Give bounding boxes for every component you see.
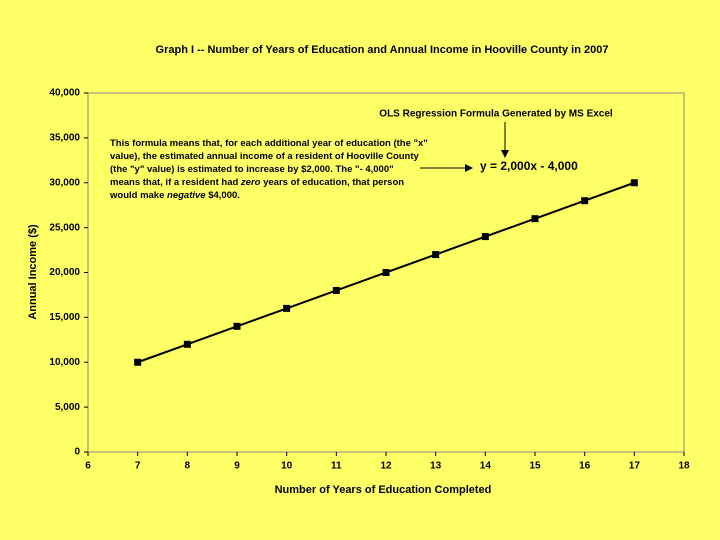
text: This formula means that, for each additi… (110, 138, 428, 149)
explanation-line: value), the estimated annual income of a… (110, 151, 420, 162)
x-tick-label: 16 (579, 461, 591, 472)
explanation-line: (the "y" value) is estimated to increase… (110, 164, 394, 175)
y-tick-label: 40,000 (49, 88, 80, 99)
point (134, 358, 142, 366)
y-tick-label: 0 (74, 447, 80, 458)
x-tick-label: 12 (380, 461, 392, 472)
x-tick-label: 14 (480, 461, 492, 472)
x-tick-label: 8 (185, 461, 191, 472)
text: negative (167, 190, 206, 201)
point (581, 197, 589, 205)
explanation-line: would make negative $4,000. (109, 190, 240, 201)
y-tick-label: 15,000 (49, 312, 80, 323)
explanation-line: This formula means that, for each additi… (110, 138, 428, 149)
point (531, 215, 539, 223)
x-axis-title: Number of Years of Education Completed (275, 484, 492, 496)
text: years of education, that person (260, 177, 404, 188)
text: $4,000. (206, 190, 240, 201)
point (283, 304, 291, 312)
x-tick-label: 13 (430, 461, 442, 472)
arrow-head (501, 150, 509, 158)
chart-title: Graph I -- Number of Years of Education … (156, 44, 609, 56)
source-note: OLS Regression Formula Generated by MS E… (379, 109, 613, 120)
y-tick-label: 5,000 (55, 402, 80, 413)
y-tick-label: 10,000 (49, 357, 80, 368)
point (432, 251, 440, 259)
y-tick-label: 20,000 (49, 267, 80, 278)
point (630, 179, 638, 187)
point (233, 322, 241, 330)
point (183, 340, 191, 348)
y-tick-label: 25,000 (49, 222, 80, 233)
text: would make (109, 190, 167, 201)
text: zero (240, 177, 261, 188)
x-tick-label: 11 (331, 461, 342, 472)
x-tick-label: 10 (281, 461, 293, 472)
point (332, 286, 340, 294)
y-tick-label: 30,000 (49, 177, 80, 188)
x-tick-label: 6 (85, 461, 91, 472)
x-tick-label: 18 (678, 461, 690, 472)
text: (the "y" value) is estimated to increase… (110, 164, 394, 175)
point (481, 233, 489, 241)
x-tick-label: 7 (135, 461, 141, 472)
y-tick-label: 35,000 (49, 133, 80, 144)
text: value), the estimated annual income of a… (110, 151, 420, 162)
arrow-head (465, 164, 473, 172)
equation: y = 2,000x - 4,000 (480, 159, 578, 173)
text: means that, if a resident had (110, 177, 241, 188)
x-tick-label: 17 (629, 461, 641, 472)
point (382, 269, 390, 276)
y-axis-title: Annual Income ($) (27, 224, 39, 320)
x-tick-label: 15 (529, 461, 541, 472)
x-tick-label: 9 (234, 461, 240, 472)
explanation-line: means that, if a resident had zero years… (110, 177, 404, 188)
